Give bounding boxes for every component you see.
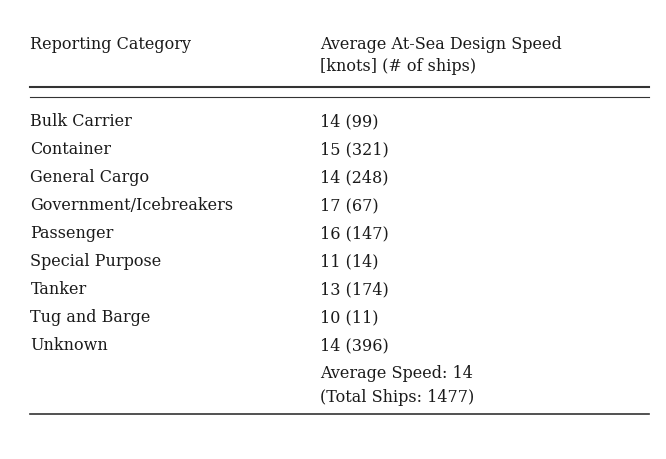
Text: 11 (14): 11 (14) (320, 253, 378, 270)
Text: Reporting Category: Reporting Category (31, 36, 191, 53)
Text: Average Speed: 14: Average Speed: 14 (320, 365, 473, 382)
Text: Unknown: Unknown (31, 337, 108, 354)
Text: Special Purpose: Special Purpose (31, 253, 162, 270)
Text: 14 (99): 14 (99) (320, 113, 378, 130)
Text: 14 (396): 14 (396) (320, 337, 388, 354)
Text: 10 (11): 10 (11) (320, 309, 378, 326)
Text: 16 (147): 16 (147) (320, 225, 388, 242)
Text: 13 (174): 13 (174) (320, 281, 388, 298)
Text: General Cargo: General Cargo (31, 169, 150, 186)
Text: Tanker: Tanker (31, 281, 87, 298)
Text: Container: Container (31, 141, 111, 158)
Text: 14 (248): 14 (248) (320, 169, 388, 186)
Text: Tug and Barge: Tug and Barge (31, 309, 151, 326)
Text: (Total Ships: 1477): (Total Ships: 1477) (320, 388, 474, 405)
Text: Average At-Sea Design Speed
[knots] (# of ships): Average At-Sea Design Speed [knots] (# o… (320, 36, 561, 75)
Text: Bulk Carrier: Bulk Carrier (31, 113, 133, 130)
Text: Passenger: Passenger (31, 225, 114, 242)
Text: Government/Icebreakers: Government/Icebreakers (31, 197, 234, 214)
Text: 17 (67): 17 (67) (320, 197, 378, 214)
Text: 15 (321): 15 (321) (320, 141, 388, 158)
